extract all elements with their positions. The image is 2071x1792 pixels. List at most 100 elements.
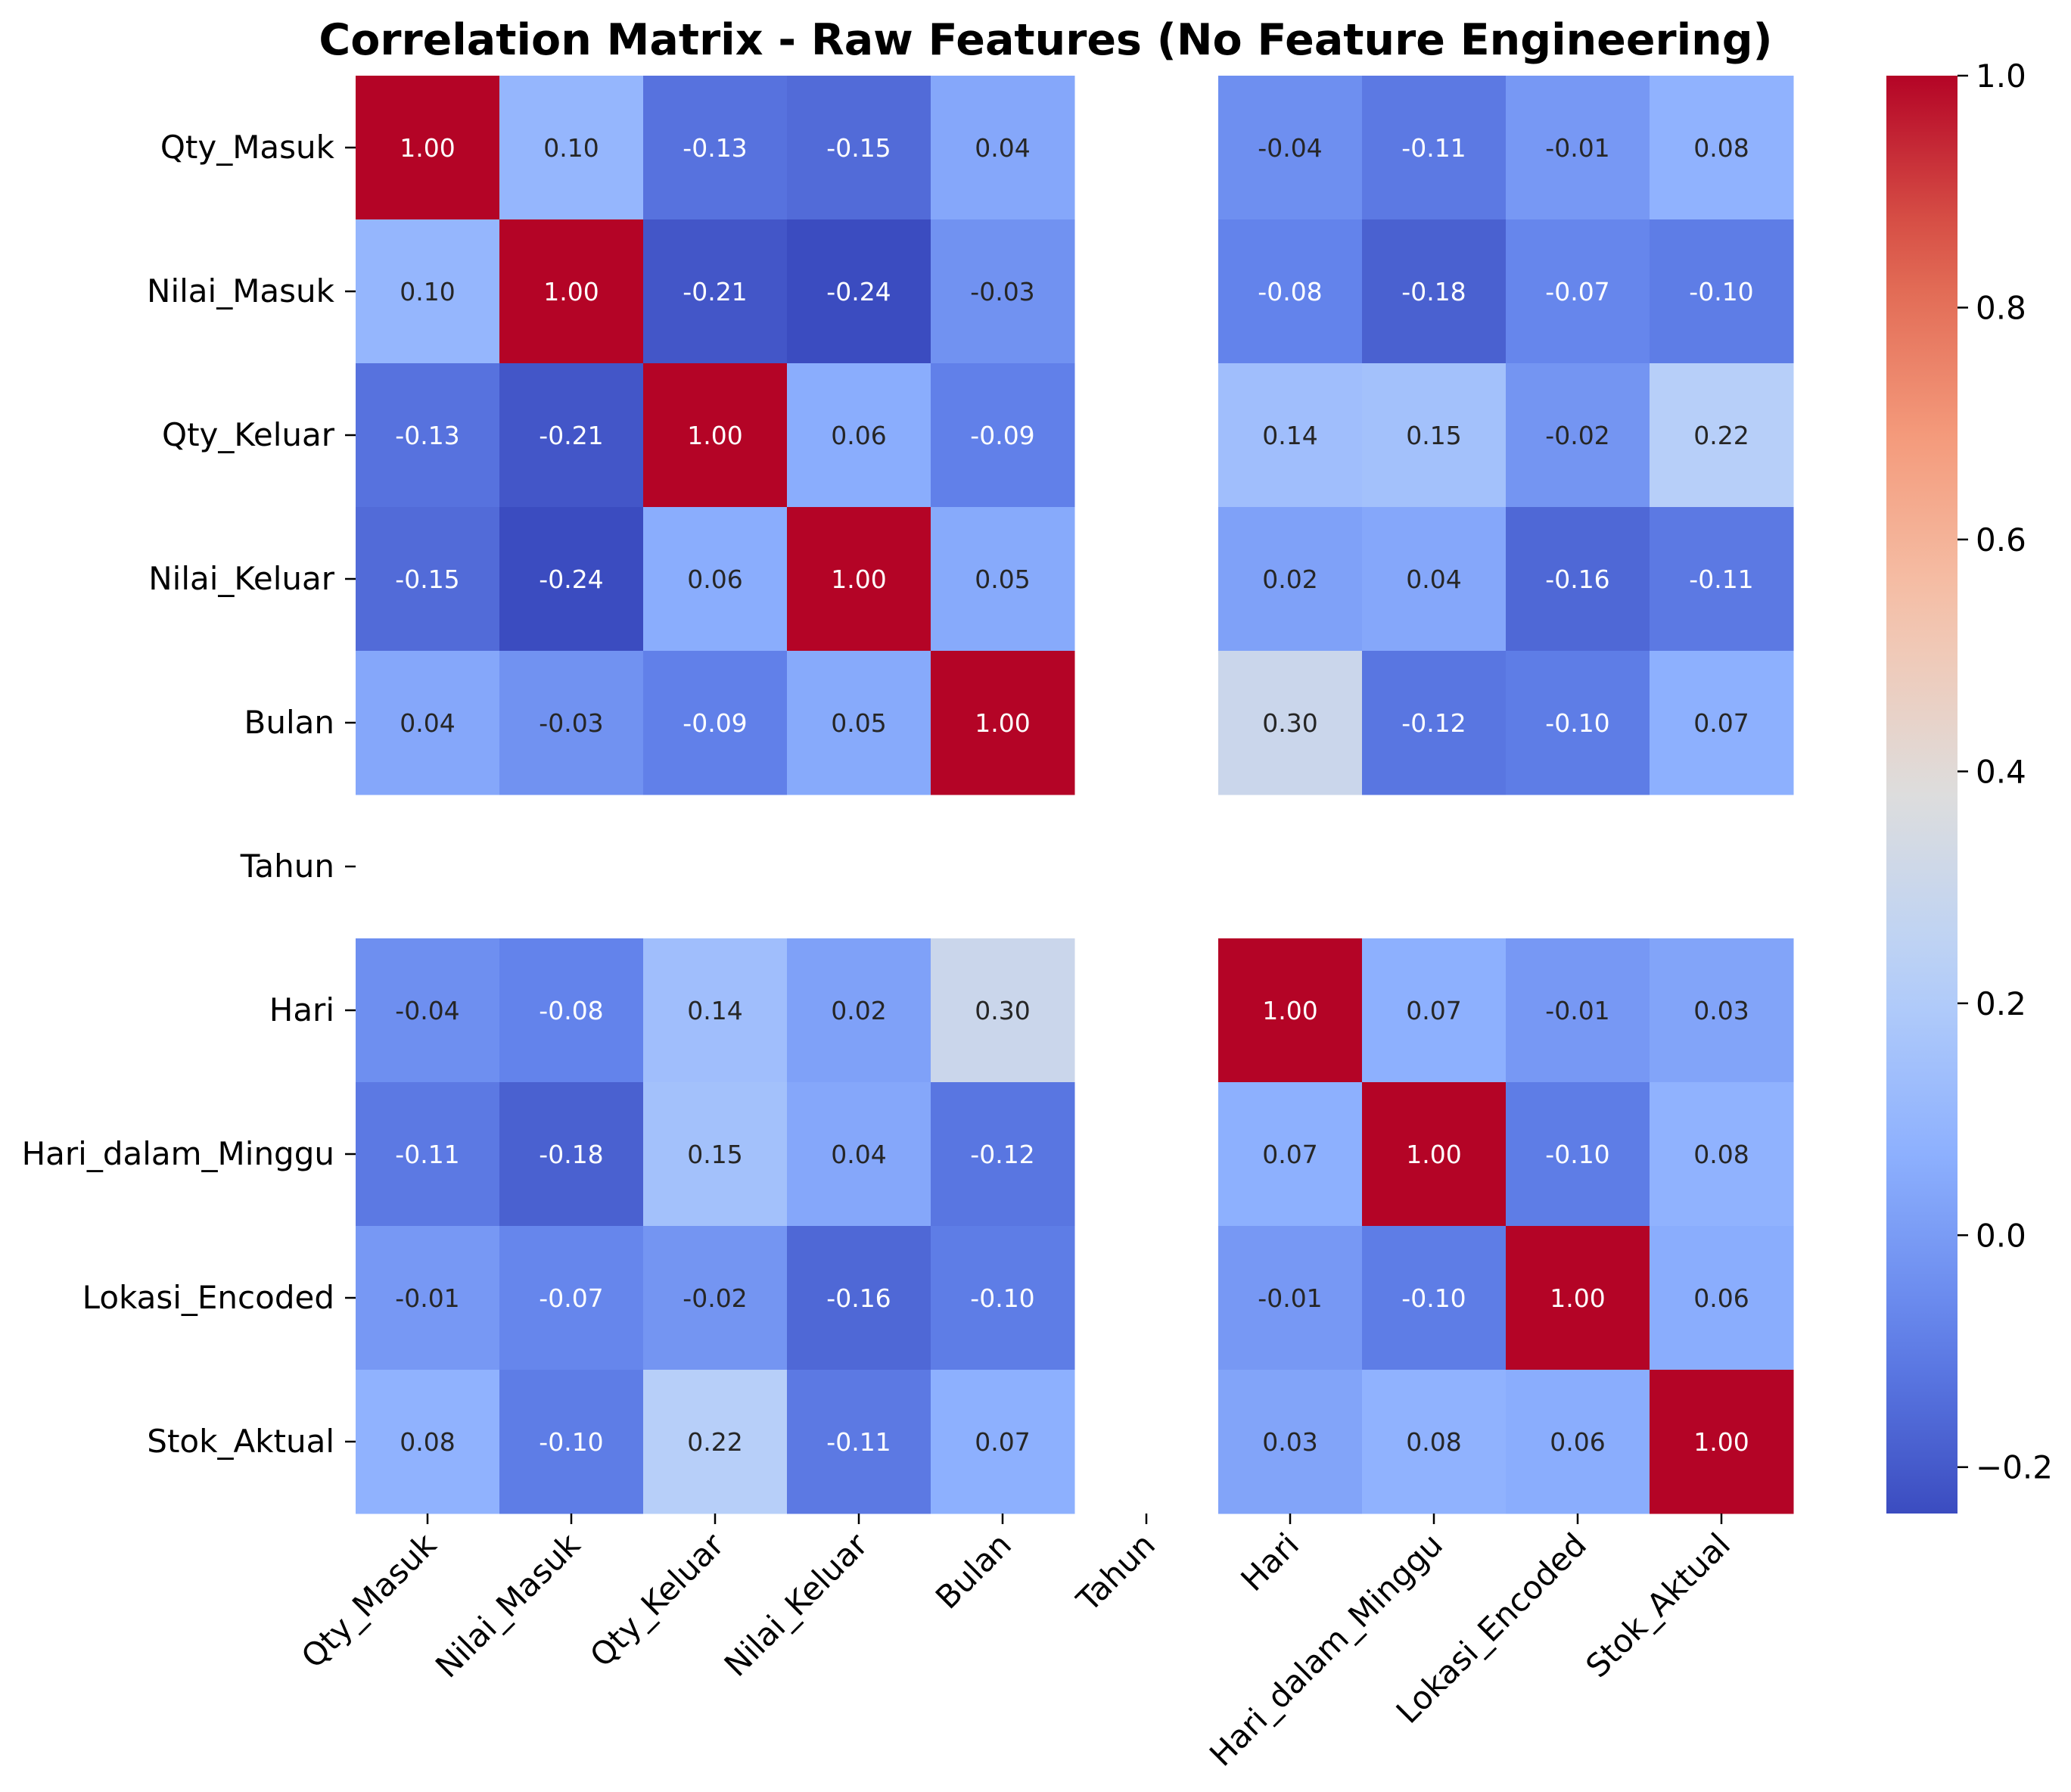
cell-value-label: 0.08 — [1693, 1140, 1749, 1169]
cell-value-label: 1.00 — [1406, 1140, 1461, 1169]
heatmap-cell — [1218, 507, 1363, 652]
heatmap-cell — [356, 1370, 500, 1514]
x-tick-label: Hari_dalam_Minggu — [1202, 1526, 1450, 1773]
cell-value-label: 0.06 — [687, 565, 742, 594]
heatmap-cell — [1362, 363, 1507, 508]
colorbar-tick-label: 0.6 — [1976, 521, 2026, 558]
heatmap-cell — [356, 651, 500, 795]
y-tick-label: Hari — [269, 991, 334, 1028]
heatmap-cell — [499, 76, 644, 220]
heatmap-cell — [499, 1082, 644, 1227]
heatmap-cell — [356, 219, 500, 364]
y-tick-label: Bulan — [244, 704, 334, 741]
heatmap-cell — [787, 76, 931, 220]
heatmap-cell — [931, 938, 1075, 1083]
cell-value-label: 0.04 — [1406, 565, 1461, 594]
heatmap-cell — [643, 507, 788, 652]
heatmap-cell — [1506, 1082, 1650, 1227]
cell-value-label: 1.00 — [1262, 996, 1317, 1025]
heatmap-cell — [356, 76, 500, 220]
heatmap-cell — [1506, 1226, 1650, 1370]
heatmap-cell — [931, 507, 1075, 652]
heatmap-cell — [1362, 651, 1507, 795]
y-tick-label: Qty_Masuk — [160, 129, 335, 166]
heatmap-cell — [1218, 1370, 1363, 1514]
cell-value-label: -0.16 — [1545, 565, 1609, 594]
heatmap-cell — [1218, 1226, 1363, 1370]
cell-value-label: -0.03 — [970, 277, 1034, 306]
cell-value-label: 0.15 — [1406, 421, 1461, 450]
heatmap-cell — [1650, 219, 1794, 364]
heatmap-cell — [1362, 1226, 1507, 1370]
heatmap-cell — [1506, 1370, 1650, 1514]
colorbar-tick-label: 0.4 — [1976, 753, 2026, 790]
heatmap-cell — [1650, 1226, 1794, 1370]
cell-value-label: -0.10 — [1545, 1140, 1609, 1169]
colorbar-tick-label: −0.2 — [1976, 1449, 2053, 1486]
colorbar-tick-label: 1.0 — [1976, 58, 2026, 95]
heatmap-cell — [356, 1226, 500, 1370]
cell-value-label: 0.06 — [831, 421, 886, 450]
heatmap-cell — [1218, 1082, 1363, 1227]
heatmap-cell — [1362, 1370, 1507, 1514]
cell-value-label: 0.15 — [687, 1140, 742, 1169]
cell-value-label: 0.07 — [1693, 708, 1749, 738]
cell-value-label: -0.12 — [970, 1140, 1034, 1169]
heatmap-cell — [1218, 651, 1363, 795]
heatmap-cell — [1506, 363, 1650, 508]
heatmap-cell — [1362, 1082, 1507, 1227]
cell-value-label: 0.02 — [831, 996, 886, 1025]
cell-value-label: 0.14 — [1262, 421, 1317, 450]
cell-value-label: -0.02 — [1545, 421, 1609, 450]
heatmap-cell — [1506, 938, 1650, 1083]
x-tick-label: Qty_Keluar — [583, 1526, 731, 1674]
cell-value-label: -0.07 — [1545, 277, 1609, 306]
y-tick-label: Hari_dalam_Minggu — [22, 1135, 334, 1172]
cell-value-label: -0.24 — [539, 565, 603, 594]
heatmap-cell — [787, 219, 931, 364]
cell-value-label: 0.03 — [1693, 996, 1749, 1025]
heatmap-cell — [643, 76, 788, 220]
cell-value-label: -0.04 — [1258, 133, 1322, 163]
x-tick-label: Nilai_Masuk — [428, 1526, 587, 1685]
cell-value-label: -0.21 — [683, 277, 747, 306]
cell-value-label: -0.02 — [683, 1283, 747, 1313]
heatmap-cell — [787, 1226, 931, 1370]
heatmap-cell — [1506, 219, 1650, 364]
cell-value-label: -0.11 — [1401, 133, 1466, 163]
heatmap-cell — [499, 363, 644, 508]
heatmap-cell — [931, 1082, 1075, 1227]
cell-value-label: -0.16 — [826, 1283, 891, 1313]
cell-value-label: -0.01 — [1545, 996, 1609, 1025]
heatmap-cell — [1362, 507, 1507, 652]
heatmap-cell — [931, 1370, 1075, 1514]
heatmap-cell — [931, 76, 1075, 220]
cell-value-label: 0.02 — [1262, 565, 1317, 594]
cell-value-label: -0.01 — [395, 1283, 459, 1313]
heatmap-cell — [643, 363, 788, 508]
x-tick-label: Stok_Aktual — [1578, 1526, 1737, 1685]
colorbar-gradient — [1886, 76, 1957, 1514]
heatmap-cell — [356, 938, 500, 1083]
colorbar-tick-label: 0.2 — [1976, 985, 2026, 1022]
cell-value-label: -0.13 — [395, 421, 459, 450]
heatmap-cell — [931, 363, 1075, 508]
heatmap-cell — [356, 507, 500, 652]
y-tick-label: Nilai_Keluar — [148, 560, 334, 597]
heatmap-cell — [499, 1370, 644, 1514]
heatmap-cell — [356, 363, 500, 508]
cell-value-label: -0.01 — [1258, 1283, 1322, 1313]
cell-value-label: 0.30 — [1262, 708, 1317, 738]
heatmap-cell — [1650, 938, 1794, 1083]
heatmap-cell — [643, 1082, 788, 1227]
cell-value-label: 0.22 — [1693, 421, 1749, 450]
heatmap-cell — [1362, 219, 1507, 364]
cell-value-label: 0.05 — [831, 708, 886, 738]
heatmap-cell — [1218, 219, 1363, 364]
heatmap-cell — [1362, 938, 1507, 1083]
x-tick-label: Nilai_Keluar — [717, 1526, 875, 1684]
cell-value-label: 0.07 — [1262, 1140, 1317, 1169]
heatmap-cell — [356, 1082, 500, 1227]
heatmap-cell — [643, 651, 788, 795]
